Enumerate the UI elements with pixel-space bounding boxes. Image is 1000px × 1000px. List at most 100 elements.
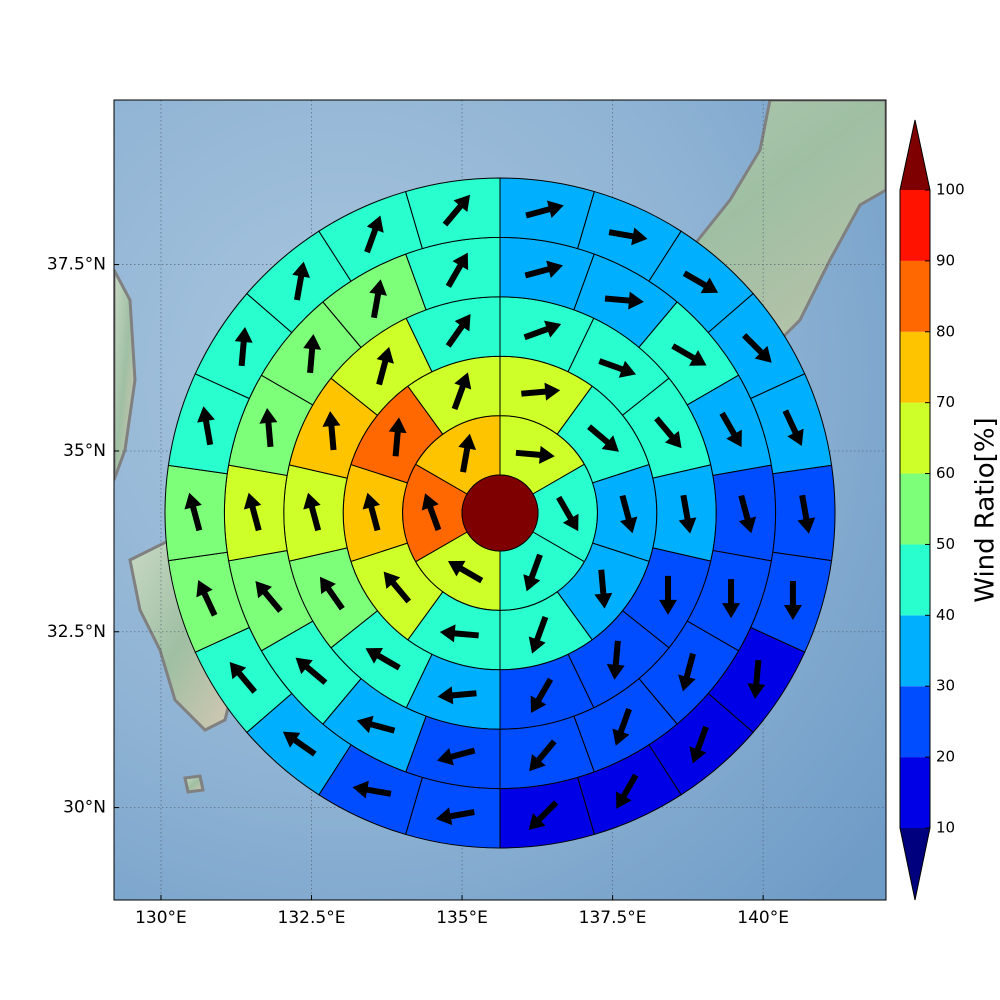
center-disk (461, 474, 539, 552)
wind-arrow (303, 492, 322, 532)
x-tick-label: 135°E (436, 908, 488, 928)
colorbar-segment (900, 190, 930, 261)
wind-arrow (659, 575, 678, 615)
wind-arrow (682, 270, 719, 294)
colorbar-segment (900, 686, 930, 758)
wind-arrow (259, 407, 278, 448)
wind-arrow (243, 492, 262, 532)
wind-arrow (606, 640, 625, 680)
wind-arrow (435, 807, 475, 826)
plot-frame (113, 99, 887, 901)
wind-arrow (282, 731, 317, 757)
wind-arrow (529, 739, 557, 772)
wind-arrow (598, 358, 637, 378)
wind-arrow (292, 261, 310, 301)
wind-arrow (747, 659, 766, 699)
wind-arrow (352, 780, 392, 799)
wind-arrow (525, 200, 564, 219)
colorbar-tick-label: 40 (936, 606, 955, 624)
wind-arrow (442, 194, 471, 227)
sector (499, 177, 596, 250)
wind-arrow (365, 648, 401, 671)
land (114, 269, 137, 481)
wind-arrow (234, 327, 253, 367)
colorbar-label: Wind Ratio[%] (971, 417, 1000, 602)
wind-arrow (654, 416, 682, 449)
wind-arrow (364, 215, 384, 254)
wind-arrow (319, 576, 345, 611)
wind-arrow (524, 260, 563, 279)
wind-arrow (439, 624, 479, 643)
wind-arrow (556, 495, 579, 532)
x-tick-label: 130°E (135, 908, 187, 928)
colorbar-tick-label: 90 (936, 251, 955, 269)
wind-arrow (741, 333, 772, 363)
wind-arrow (376, 346, 394, 386)
wind-arrow (722, 579, 741, 619)
colorbar-over (900, 120, 930, 190)
wind-arrow (437, 686, 477, 705)
colorbar-segment (900, 402, 930, 474)
wind-arrow (616, 773, 639, 809)
wind-arrow (303, 334, 322, 374)
wind-arrow (678, 494, 697, 534)
colorbar-segment (900, 757, 930, 828)
wind-arrow (184, 492, 203, 532)
wind-arrow (782, 409, 804, 447)
land (183, 774, 205, 794)
wind-arrow (445, 313, 471, 348)
colorbar-tick-label: 50 (936, 535, 955, 553)
wind-arrow (619, 494, 638, 534)
wind-arrow (528, 615, 549, 654)
colorbar-segment (900, 473, 930, 545)
wind-arrow (196, 579, 218, 617)
colorbar-tick-label: 70 (936, 393, 955, 411)
colorbar-tick-label: 80 (936, 322, 955, 340)
wind-arrow (458, 433, 477, 473)
wind-arrow (295, 657, 328, 685)
colorbar-under (900, 828, 930, 900)
wind-arrow (356, 715, 396, 734)
sector (404, 776, 501, 849)
wind-arrow (421, 493, 442, 531)
wind-arrow (197, 406, 215, 446)
wind-arrow (383, 571, 412, 604)
wind-arrow (515, 445, 555, 464)
colorbar-tick-label: 100 (936, 181, 965, 199)
wind-arrow (523, 553, 543, 592)
colorbar-segment (900, 615, 930, 687)
y-tick-label: 37.5°N (47, 255, 106, 275)
wind-arrow (255, 581, 283, 613)
polar-plot (164, 177, 836, 849)
x-tick-label: 137.5°E (579, 908, 647, 928)
colorbar-tick-label: 30 (936, 677, 955, 695)
wind-arrow (362, 492, 381, 532)
wind-arrow (528, 800, 559, 831)
colorbar-tick-label: 20 (936, 748, 955, 766)
wind-arrow (783, 581, 802, 621)
wind-arrow (689, 725, 709, 764)
wind-arrow (447, 560, 484, 584)
x-tick-label: 140°E (737, 908, 789, 928)
wind-arrow (369, 279, 387, 319)
colorbar-segment (900, 331, 930, 403)
wind-arrow (671, 343, 707, 366)
colorbar-segment (900, 544, 930, 616)
wind-arrow (797, 494, 816, 534)
y-tick-label: 32.5°N (47, 622, 106, 642)
wind-arrow (530, 677, 554, 714)
wind-arrow (523, 320, 562, 341)
wind-arrow (594, 569, 613, 609)
wind-arrow (322, 411, 341, 451)
colorbar-segment (900, 260, 930, 332)
colorbar: 10 20 30 40 50 60 70 80 90 100 (899, 119, 965, 901)
wind-arrow (719, 411, 742, 448)
wind-arrow (445, 252, 469, 288)
wind-arrow (604, 291, 644, 310)
wind-arrow (587, 424, 619, 452)
wind-arrow (521, 382, 561, 401)
wind-arrow (388, 417, 407, 457)
x-tick-label: 132.5°E (278, 908, 346, 928)
wind-arrow (437, 747, 476, 766)
